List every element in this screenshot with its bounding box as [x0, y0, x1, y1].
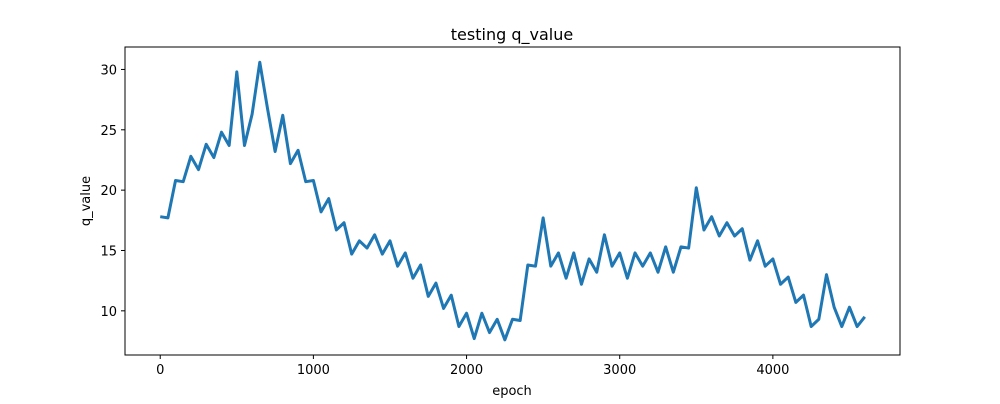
y-tick-label: 15 [100, 244, 117, 259]
x-tick-label: 2000 [450, 363, 483, 378]
y-tick-label: 25 [100, 124, 117, 139]
x-tick-label: 0 [156, 363, 164, 378]
plot-frame [124, 46, 901, 356]
y-axis-label: q_value [79, 176, 94, 226]
y-tick-label: 30 [100, 63, 117, 78]
y-tick-label: 20 [100, 184, 117, 199]
x-tick-label: 4000 [756, 363, 789, 378]
x-axis-label: epoch [492, 384, 532, 399]
x-tick-label: 3000 [603, 363, 636, 378]
line [159, 60, 866, 342]
chart-title: testing q_value [451, 25, 573, 45]
x-tick-label: 1000 [297, 363, 330, 378]
y-tick-label: 10 [100, 305, 117, 320]
